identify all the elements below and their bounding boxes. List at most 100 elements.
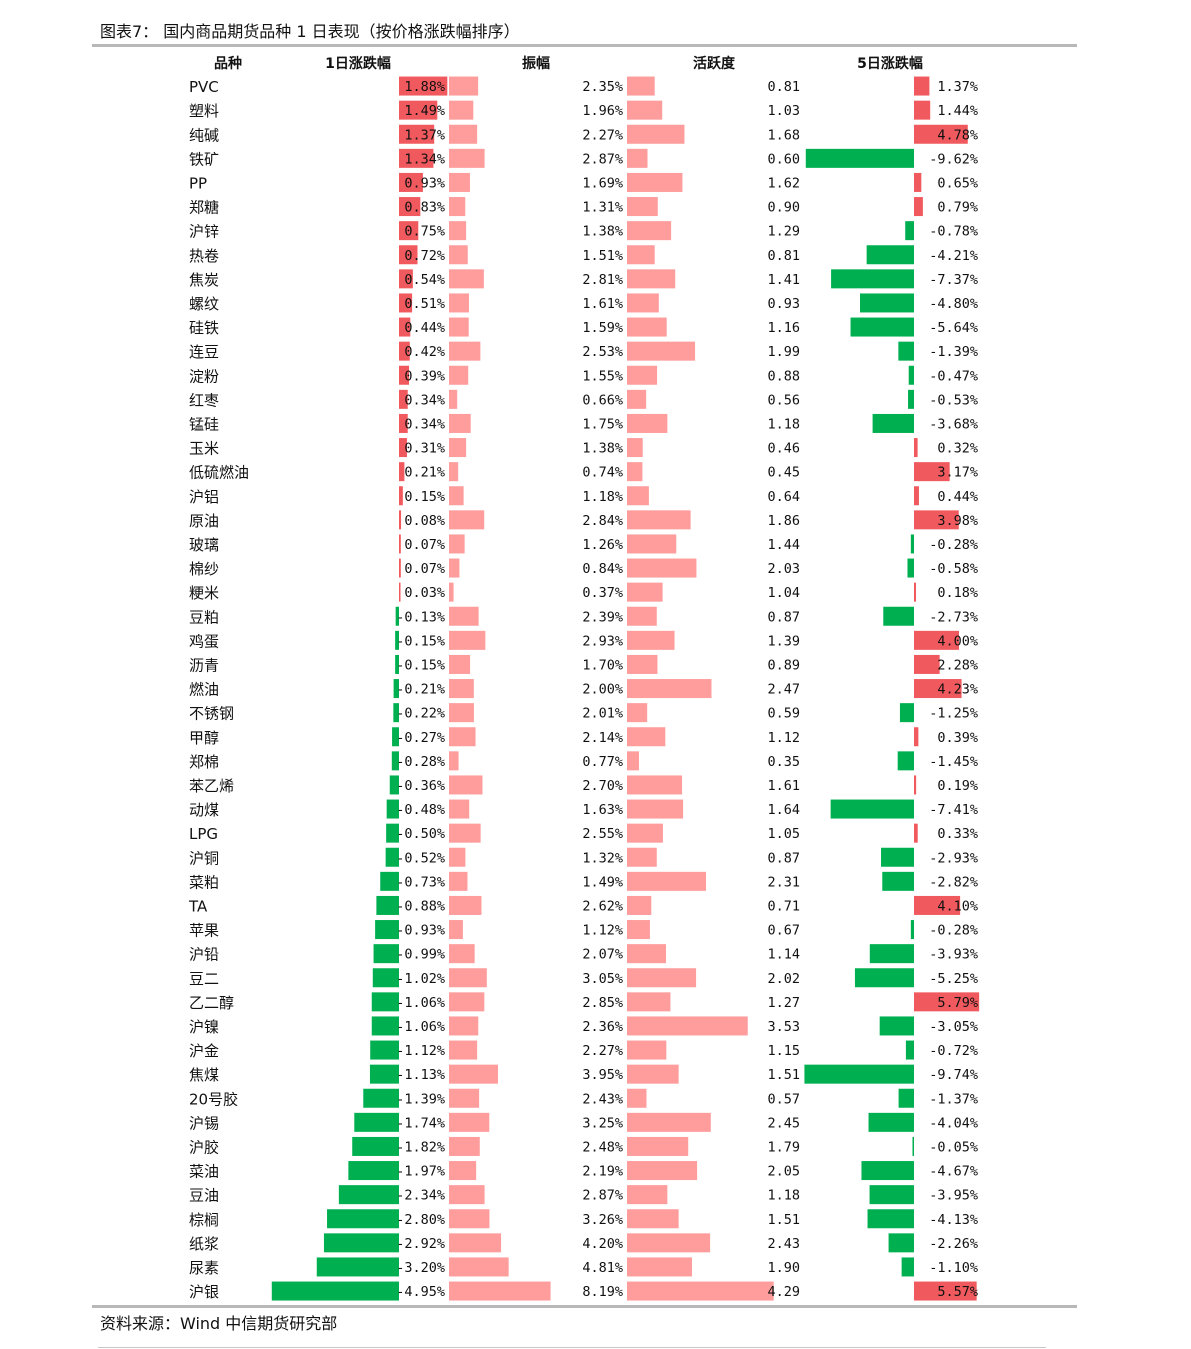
five-day-change-label: 3.17% bbox=[937, 465, 978, 481]
daily-change-label: 0.51% bbox=[404, 296, 445, 312]
daily-change-bar bbox=[399, 317, 411, 337]
activity-bar bbox=[627, 679, 712, 699]
daily-change-label: 0.31% bbox=[404, 441, 445, 457]
five-day-change-label: -3.05% bbox=[929, 1019, 978, 1035]
five-day-change-label: -7.41% bbox=[929, 802, 978, 818]
amplitude-bar bbox=[449, 703, 474, 723]
activity-label: 1.68 bbox=[767, 127, 800, 143]
amplitude-bar bbox=[449, 751, 459, 771]
daily-change-label: -1.82% bbox=[396, 1139, 445, 1155]
five-day-change-label: 4.00% bbox=[937, 633, 978, 649]
activity-bar bbox=[627, 76, 655, 96]
amplitude-bar bbox=[449, 1161, 477, 1181]
daily-change-bar bbox=[391, 751, 399, 771]
five-day-change-bar bbox=[914, 486, 919, 506]
daily-change-bar bbox=[389, 775, 399, 795]
five-day-change-bar bbox=[869, 1185, 914, 1205]
amplitude-bar bbox=[449, 269, 484, 289]
five-day-change-bar bbox=[908, 389, 914, 409]
category-label: 玉米 bbox=[189, 440, 219, 458]
five-day-change-label: -0.47% bbox=[929, 368, 978, 384]
activity-label: 1.61 bbox=[767, 778, 800, 794]
daily-change-bar bbox=[399, 534, 401, 554]
column-header: 1日涨跌幅 bbox=[325, 55, 391, 72]
daily-change-label: 0.42% bbox=[404, 344, 445, 360]
amplitude-bar bbox=[449, 197, 466, 217]
five-day-change-bar bbox=[869, 944, 914, 964]
amplitude-label: 2.87% bbox=[582, 151, 623, 167]
five-day-change-bar bbox=[879, 1016, 914, 1036]
category-label: 沪镍 bbox=[189, 1018, 219, 1036]
daily-change-bar bbox=[371, 992, 399, 1012]
activity-bar bbox=[627, 462, 643, 482]
category-label: 乙二醇 bbox=[189, 994, 234, 1012]
amplitude-label: 2.55% bbox=[582, 826, 623, 842]
amplitude-label: 2.00% bbox=[582, 682, 623, 698]
amplitude-bar bbox=[449, 1112, 490, 1132]
amplitude-label: 4.81% bbox=[582, 1260, 623, 1276]
amplitude-bar bbox=[449, 630, 486, 650]
daily-change-bar bbox=[376, 895, 399, 915]
activity-bar bbox=[627, 148, 648, 168]
daily-change-bar bbox=[354, 1112, 399, 1132]
five-day-change-label: 0.33% bbox=[937, 826, 978, 842]
five-day-change-bar bbox=[867, 1209, 914, 1229]
daily-change-label: -2.34% bbox=[396, 1188, 445, 1204]
amplitude-bar bbox=[449, 1136, 480, 1156]
activity-label: 2.47 bbox=[767, 682, 800, 698]
five-day-change-label: -9.62% bbox=[929, 151, 978, 167]
amplitude-label: 2.53% bbox=[582, 344, 623, 360]
five-day-change-label: -0.53% bbox=[929, 392, 978, 408]
activity-bar bbox=[627, 799, 684, 819]
category-label: 郑糖 bbox=[189, 199, 219, 217]
daily-change-bar bbox=[399, 100, 438, 120]
activity-bar bbox=[627, 992, 671, 1012]
activity-label: 0.87 bbox=[767, 609, 800, 625]
five-day-change-label: -3.95% bbox=[929, 1188, 978, 1204]
daily-change-bar bbox=[399, 293, 413, 313]
five-day-change-bar bbox=[907, 558, 914, 578]
activity-bar bbox=[627, 221, 672, 241]
column-header: 振幅 bbox=[522, 55, 550, 72]
activity-label: 1.27 bbox=[767, 995, 800, 1011]
five-day-change-bar bbox=[905, 1040, 914, 1060]
daily-change-label: 0.54% bbox=[404, 272, 445, 288]
amplitude-label: 3.25% bbox=[582, 1115, 623, 1131]
amplitude-label: 0.84% bbox=[582, 561, 623, 577]
activity-bar bbox=[627, 100, 663, 120]
amplitude-label: 2.62% bbox=[582, 898, 623, 914]
daily-change-bar bbox=[399, 341, 410, 361]
activity-label: 1.18 bbox=[767, 1188, 800, 1204]
amplitude-label: 2.85% bbox=[582, 995, 623, 1011]
column-header: 活跃度 bbox=[693, 55, 736, 72]
daily-change-label: 0.07% bbox=[404, 537, 445, 553]
five-day-change-bar bbox=[860, 293, 914, 313]
category-label: 铁矿 bbox=[189, 150, 219, 168]
activity-bar bbox=[627, 1064, 679, 1084]
amplitude-bar bbox=[449, 221, 467, 241]
five-day-change-label: -0.58% bbox=[929, 561, 978, 577]
daily-change-label: -0.15% bbox=[396, 633, 445, 649]
five-day-change-label: -1.39% bbox=[929, 344, 978, 360]
daily-change-label: -1.74% bbox=[396, 1115, 445, 1131]
category-label: 沪银 bbox=[189, 1283, 219, 1301]
daily-change-label: 0.72% bbox=[404, 248, 445, 264]
daily-change-bar bbox=[386, 823, 399, 843]
amplitude-label: 1.75% bbox=[582, 416, 623, 432]
category-label: 原油 bbox=[189, 512, 219, 530]
activity-label: 0.59 bbox=[767, 706, 800, 722]
five-day-change-bar bbox=[866, 245, 914, 265]
five-day-change-label: 1.37% bbox=[937, 79, 978, 95]
five-day-change-label: -0.05% bbox=[929, 1139, 978, 1155]
amplitude-bar bbox=[449, 413, 471, 433]
activity-label: 0.46 bbox=[767, 441, 800, 457]
category-label: 低硫燃油 bbox=[189, 464, 249, 482]
amplitude-bar bbox=[449, 245, 468, 265]
amplitude-label: 1.96% bbox=[582, 103, 623, 119]
amplitude-bar bbox=[449, 100, 474, 120]
daily-change-label: -0.52% bbox=[396, 850, 445, 866]
five-day-change-bar bbox=[914, 100, 931, 120]
activity-label: 1.41 bbox=[767, 272, 800, 288]
daily-change-bar bbox=[399, 76, 448, 96]
daily-change-label: -1.39% bbox=[396, 1091, 445, 1107]
